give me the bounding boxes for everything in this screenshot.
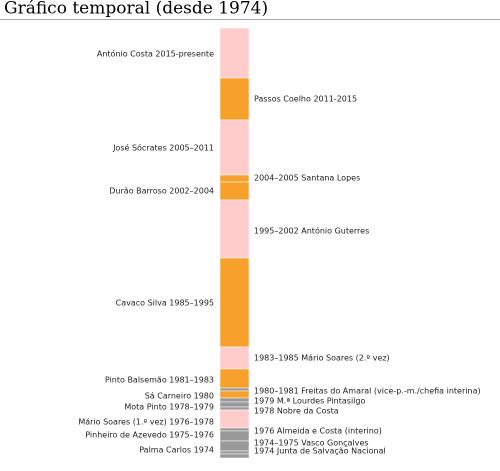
segment-label: Palma Carlos 1974 [139, 446, 214, 455]
segment-label: Mário Soares (1.º vez) 1976–1978 [78, 418, 214, 427]
segment [219, 409, 250, 429]
segment [219, 199, 250, 259]
segment-label: 1974 Junta de Salvação Nacional [254, 447, 386, 456]
segment-label: 1980–1981 Freitas do Amaral (vice-p.-m./… [254, 387, 481, 396]
segment-label: Pinto Balsemão 1981–1983 [105, 376, 214, 385]
segment-label: Pinheiro de Azevedo 1975–1976 [85, 431, 214, 440]
segment [219, 346, 250, 370]
title: Gráfico temporal (desde 1974) [4, 0, 268, 19]
segment-label: 2004–2005 Santana Lopes [254, 174, 360, 183]
segment [219, 440, 250, 452]
segment-label: José Sócrates 2005–2011 [112, 143, 214, 153]
segment-label: 1983–1985 Mário Soares (2.º vez) [254, 354, 390, 363]
segment-label: 1978 Nobre da Costa [254, 407, 339, 416]
segment [219, 77, 250, 121]
segment [219, 430, 250, 442]
segment [219, 406, 250, 411]
segment [219, 453, 250, 459]
segment-label: 1976 Almeida e Costa (interino) [254, 427, 382, 436]
segment [219, 390, 250, 399]
segment-label: 1979 M.ª Lourdes Pintasilgo [254, 397, 365, 406]
segment [219, 27, 250, 79]
segment [219, 257, 250, 348]
segment-label: António Costa 2015-presente [97, 49, 214, 59]
segment [219, 427, 250, 432]
segment [219, 397, 250, 403]
segment-label: 1995–2002 António Guterres [254, 226, 369, 236]
segment [219, 450, 250, 455]
segment [219, 119, 250, 176]
segment [219, 401, 250, 408]
segment [219, 181, 250, 201]
segment [219, 387, 250, 392]
segment [219, 368, 250, 389]
segment-label: Mota Pinto 1978–1979 [124, 403, 214, 412]
segment-label: Passos Coelho 2011-2015 [254, 95, 357, 104]
segment-label: Sá Carneiro 1980 [145, 392, 214, 401]
segment-label: Durão Barroso 2002–2004 [109, 187, 214, 196]
segment-label: 1974–1975 Vasco Gonçalves [254, 439, 369, 448]
segment [219, 174, 250, 183]
segment-label: Cavaco Silva 1985–1995 [116, 299, 214, 308]
